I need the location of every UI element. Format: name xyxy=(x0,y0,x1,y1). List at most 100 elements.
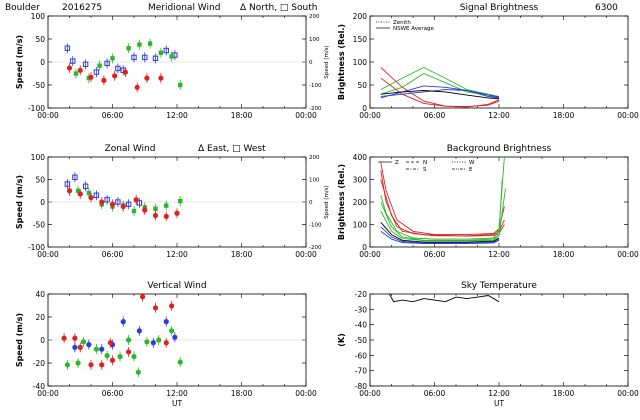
ytick-label: 0 xyxy=(40,336,45,345)
xlabel: UT xyxy=(172,399,182,408)
data-point xyxy=(99,346,105,352)
ytick-label: 20 xyxy=(35,313,45,322)
data-point xyxy=(88,194,94,201)
data-point xyxy=(150,340,156,346)
data-point xyxy=(93,69,100,75)
ytick-label: 100 xyxy=(353,58,368,67)
data-point xyxy=(82,61,89,67)
data-point xyxy=(61,335,67,341)
data-point xyxy=(88,362,94,368)
data-point xyxy=(131,208,137,214)
data-point xyxy=(99,362,105,368)
ytick-right-label: -200 xyxy=(309,106,322,112)
chart-title: Sky Temperature xyxy=(461,281,537,291)
ytick-label: -40 xyxy=(33,382,45,391)
xtick-label: 06:00 xyxy=(424,389,446,398)
data-point xyxy=(152,55,159,62)
data-point xyxy=(104,197,110,203)
xtick-label: 12:00 xyxy=(166,389,188,398)
data-point xyxy=(75,360,81,366)
data-point xyxy=(109,357,116,363)
xtick-label: 00:00 xyxy=(37,389,59,398)
chart-title: Zonal Wind xyxy=(105,144,156,154)
data-point xyxy=(64,181,71,187)
data-point xyxy=(131,54,137,61)
ytick-label: 400 xyxy=(353,153,368,162)
legend-label: W xyxy=(469,160,475,166)
xtick-label: 18:00 xyxy=(231,250,253,259)
data-point xyxy=(131,353,137,360)
data-point xyxy=(136,328,142,334)
xtick-label: 00:00 xyxy=(617,250,639,259)
ytick-label: 40 xyxy=(35,290,45,299)
ytick-label: 200 xyxy=(353,198,368,207)
data-point xyxy=(144,339,150,345)
ytick-label: 100 xyxy=(353,221,368,230)
series-line xyxy=(380,162,505,236)
station-name: Boulder xyxy=(5,3,40,13)
series-line xyxy=(380,222,500,243)
data-point xyxy=(86,342,92,348)
data-point xyxy=(152,212,159,219)
ytick-label: 100 xyxy=(31,153,46,162)
data-point xyxy=(156,337,162,343)
data-point xyxy=(158,75,164,81)
xtick-label: 00:00 xyxy=(359,111,381,120)
data-point xyxy=(99,199,105,205)
xtick-label: 12:00 xyxy=(488,111,510,120)
ytick-right-label: -200 xyxy=(309,245,322,251)
xtick-label: 18:00 xyxy=(231,111,253,120)
data-point xyxy=(64,362,70,368)
data-point xyxy=(75,188,81,193)
series-group xyxy=(64,38,183,93)
ytick-label: 0 xyxy=(40,198,45,207)
ytick-label: 0 xyxy=(40,58,45,67)
ylabel: Brightness (Rel.) xyxy=(337,164,346,240)
series-line xyxy=(380,89,500,98)
series-group xyxy=(380,157,506,245)
data-point xyxy=(120,319,126,325)
series-line xyxy=(380,188,506,242)
data-point xyxy=(163,213,169,219)
series-line xyxy=(380,179,505,237)
data-point xyxy=(115,65,121,72)
xtick-label: 00:00 xyxy=(617,389,639,398)
legend-label: N xyxy=(423,160,427,166)
ytick-label: 200 xyxy=(353,12,368,21)
data-point xyxy=(126,337,132,343)
xtick-label: 18:00 xyxy=(231,389,253,398)
data-point xyxy=(88,74,94,80)
ytick-label: -50 xyxy=(33,221,45,230)
data-point xyxy=(117,353,123,360)
data-point xyxy=(142,54,148,61)
ylabel: Speed (m/s) xyxy=(15,35,24,89)
series-line xyxy=(380,230,500,245)
xlabel: UT xyxy=(494,399,504,408)
ytick-label: 150 xyxy=(353,35,368,44)
series-line xyxy=(380,179,503,241)
ylabel: Speed (m/s) xyxy=(15,313,24,367)
chart-title-wavelength: 6300 xyxy=(595,3,618,13)
ytick-label: -100 xyxy=(28,243,45,252)
data-point xyxy=(115,199,121,205)
xtick-label: 00:00 xyxy=(295,250,317,259)
ytick-label: -80 xyxy=(355,382,367,391)
xtick-label: 06:00 xyxy=(424,111,446,120)
series-line xyxy=(380,170,505,237)
data-point xyxy=(172,334,178,340)
data-point xyxy=(133,197,139,203)
data-point xyxy=(164,203,169,208)
chart-title: Background Brightness xyxy=(447,144,552,154)
xtick-label: 00:00 xyxy=(295,111,317,120)
data-point xyxy=(177,359,183,365)
ytick-right-label: 100 xyxy=(309,37,320,43)
data-point xyxy=(120,203,126,210)
data-point xyxy=(66,65,73,71)
data-point xyxy=(73,71,79,76)
data-point xyxy=(134,84,140,90)
ytick-label: -30 xyxy=(355,305,367,314)
series-line xyxy=(380,226,500,244)
xtick-label: 00:00 xyxy=(359,250,381,259)
data-point xyxy=(163,340,169,346)
xtick-label: 00:00 xyxy=(295,389,317,398)
